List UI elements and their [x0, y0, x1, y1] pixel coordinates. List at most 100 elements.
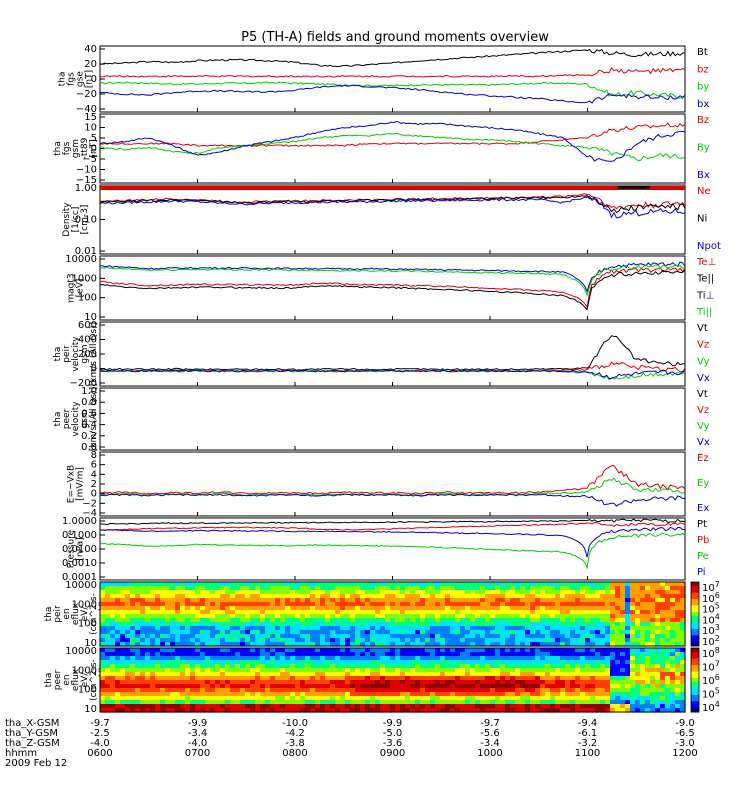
spectrogram-cell — [365, 664, 371, 669]
spectrogram-cell — [235, 652, 241, 657]
spectrogram-cell — [345, 594, 351, 599]
spectrogram-cell — [390, 614, 396, 619]
spectrogram-cell — [350, 582, 356, 587]
spectrogram-cell — [140, 642, 146, 647]
spectrogram-cell — [600, 614, 606, 619]
spectrogram-cell — [460, 652, 466, 657]
spectrogram-cell — [115, 606, 121, 611]
spectrogram-cell — [360, 618, 366, 623]
spectrogram-cell — [290, 652, 296, 657]
spectrogram-cell — [335, 676, 341, 681]
spectrogram-cell — [490, 648, 496, 653]
spectrogram-cell — [175, 692, 181, 697]
spectrogram-cell — [320, 688, 326, 693]
spectrogram-cell — [425, 664, 431, 669]
x-axis-value: -5.6 — [480, 728, 500, 739]
spectrogram-cell — [475, 672, 481, 677]
spectrogram-cell — [530, 692, 536, 697]
spectrogram-cell — [215, 700, 221, 705]
spectrogram-cell — [430, 598, 436, 603]
spectrogram-cell — [455, 672, 461, 677]
spectrogram-cell — [385, 660, 391, 665]
spectrogram-cell — [480, 656, 486, 661]
spectrogram-cell — [305, 594, 311, 599]
spectrogram-cell — [510, 582, 516, 587]
spectrogram-cell — [575, 660, 581, 665]
y-axis-label: gsm — [71, 139, 81, 158]
spectrogram-cell — [270, 696, 276, 701]
spectrogram-cell — [670, 622, 676, 627]
spectrogram-cell — [530, 618, 536, 623]
spectrogram-cell — [205, 676, 211, 681]
spectrogram-cell — [605, 606, 611, 611]
spectrogram-cell — [480, 594, 486, 599]
spectrogram-cell — [430, 676, 436, 681]
spectrogram-cell — [115, 594, 121, 599]
spectrogram-cell — [335, 602, 341, 607]
spectrogram-cell — [275, 696, 281, 701]
spectrogram-cell — [405, 638, 411, 643]
spectrogram-cell — [115, 696, 121, 701]
spectrogram-cell — [505, 622, 511, 627]
spectrogram-cell — [150, 692, 156, 697]
colorbar-segment — [691, 633, 699, 636]
spectrogram-cell — [665, 630, 671, 635]
spectrogram-cell — [445, 664, 451, 669]
spectrogram-cell — [490, 652, 496, 657]
spectrogram-cell — [650, 610, 656, 615]
spectrogram-cell — [240, 680, 246, 685]
spectrogram-cell — [205, 586, 211, 591]
spectrogram-cell — [400, 602, 406, 607]
spectrogram-cell — [670, 638, 676, 643]
legend-entry: Vx — [697, 373, 710, 384]
y-tick-label: 0.2 — [81, 431, 97, 442]
spectrogram-cell — [615, 586, 621, 591]
spectrogram-cell — [390, 696, 396, 701]
spectrogram-cell — [235, 672, 241, 677]
spectrogram-cell — [525, 672, 531, 677]
spectrogram-cell — [515, 598, 521, 603]
spectrogram-cell — [370, 582, 376, 587]
spectrogram-cell — [380, 622, 386, 627]
panel-frame — [99, 517, 686, 581]
spectrogram-cell — [440, 668, 446, 673]
spectrogram-cell — [505, 704, 511, 709]
spectrogram-cell — [320, 660, 326, 665]
spectrogram-cell — [340, 586, 346, 591]
y-axis-label: fgs — [62, 141, 72, 155]
spectrogram-cell — [105, 614, 111, 619]
spectrogram-cell — [125, 668, 131, 673]
spectrogram-cell — [200, 642, 206, 647]
spectrogram-cell — [450, 602, 456, 607]
spectrogram-cell — [650, 692, 656, 697]
spectrogram-cell — [100, 618, 106, 623]
spectrogram-cell — [325, 660, 331, 665]
spectrogram-cell — [580, 688, 586, 693]
spectrogram-cell — [155, 614, 161, 619]
spectrogram-cell — [640, 586, 646, 591]
spectrogram-cell — [135, 618, 141, 623]
spectrogram-cell — [315, 692, 321, 697]
spectrogram-cell — [500, 652, 506, 657]
spectrogram-cell — [405, 622, 411, 627]
spectrogram-cell — [230, 660, 236, 665]
spectrogram-cell — [180, 634, 186, 639]
spectrogram-cell — [585, 704, 591, 709]
spectrogram-cell — [650, 642, 656, 647]
spectrogram-cell — [575, 598, 581, 603]
spectrogram-cell — [530, 586, 536, 591]
spectrogram-cell — [635, 668, 641, 673]
spectrogram-cell — [530, 648, 536, 653]
spectrogram-cell — [300, 614, 306, 619]
spectrogram-cell — [420, 672, 426, 677]
spectrogram-cell — [200, 606, 206, 611]
spectrogram-cell — [330, 610, 336, 615]
spectrogram-cell — [510, 668, 516, 673]
spectrogram-cell — [375, 692, 381, 697]
spectrogram-cell — [425, 656, 431, 661]
spectrogram-cell — [630, 692, 636, 697]
spectrogram-cell — [505, 652, 511, 657]
spectrogram-cell — [640, 664, 646, 669]
spectrogram-cell — [615, 606, 621, 611]
spectrogram-cell — [640, 590, 646, 595]
